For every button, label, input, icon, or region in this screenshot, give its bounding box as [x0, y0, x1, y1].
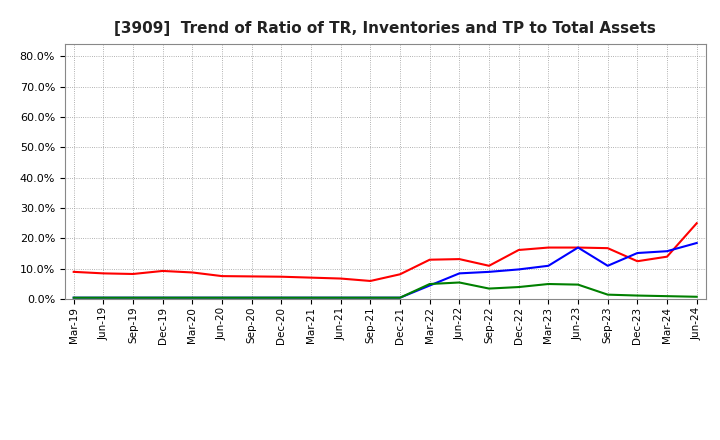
Trade Receivables: [158, 268, 167, 274]
Trade Receivables: [217, 274, 226, 279]
Trade Payables: [277, 295, 286, 301]
Inventories: [217, 295, 226, 301]
Trade Receivables: [248, 274, 256, 279]
Trade Payables: [693, 294, 701, 299]
Trade Payables: [662, 293, 671, 299]
Trade Payables: [514, 284, 523, 290]
Inventories: [129, 295, 138, 301]
Inventories: [544, 263, 553, 268]
Trade Payables: [99, 295, 108, 301]
Inventories: [277, 295, 286, 301]
Trade Payables: [188, 295, 197, 301]
Line: Inventories: Inventories: [73, 243, 697, 298]
Trade Receivables: [426, 257, 434, 262]
Trade Receivables: [662, 254, 671, 259]
Trade Payables: [69, 295, 78, 301]
Inventories: [336, 295, 345, 301]
Inventories: [485, 269, 493, 275]
Trade Receivables: [455, 257, 464, 262]
Trade Payables: [248, 295, 256, 301]
Trade Receivables: [603, 246, 612, 251]
Trade Receivables: [307, 275, 315, 280]
Inventories: [693, 240, 701, 246]
Trade Receivables: [336, 276, 345, 281]
Trade Receivables: [396, 271, 405, 277]
Inventories: [396, 295, 405, 301]
Trade Payables: [574, 282, 582, 287]
Inventories: [455, 271, 464, 276]
Trade Payables: [455, 280, 464, 285]
Inventories: [99, 295, 108, 301]
Inventories: [574, 245, 582, 250]
Trade Receivables: [129, 271, 138, 277]
Trade Payables: [366, 295, 374, 301]
Line: Trade Payables: Trade Payables: [73, 282, 697, 298]
Trade Receivables: [485, 263, 493, 268]
Trade Payables: [426, 281, 434, 286]
Trade Payables: [485, 286, 493, 291]
Trade Receivables: [69, 269, 78, 275]
Trade Receivables: [188, 270, 197, 275]
Inventories: [603, 263, 612, 268]
Inventories: [188, 295, 197, 301]
Inventories: [633, 250, 642, 256]
Trade Receivables: [544, 245, 553, 250]
Trade Receivables: [574, 245, 582, 250]
Trade Payables: [396, 295, 405, 301]
Inventories: [514, 267, 523, 272]
Trade Payables: [603, 292, 612, 297]
Trade Payables: [217, 295, 226, 301]
Trade Receivables: [277, 274, 286, 279]
Trade Payables: [336, 295, 345, 301]
Inventories: [366, 295, 374, 301]
Trade Payables: [307, 295, 315, 301]
Inventories: [248, 295, 256, 301]
Inventories: [69, 295, 78, 301]
Trade Receivables: [693, 220, 701, 226]
Inventories: [307, 295, 315, 301]
Inventories: [426, 283, 434, 288]
Title: [3909]  Trend of Ratio of TR, Inventories and TP to Total Assets: [3909] Trend of Ratio of TR, Inventories…: [114, 21, 656, 36]
Trade Payables: [129, 295, 138, 301]
Trade Receivables: [99, 271, 108, 276]
Trade Receivables: [514, 247, 523, 253]
Trade Receivables: [366, 279, 374, 284]
Inventories: [662, 249, 671, 254]
Line: Trade Receivables: Trade Receivables: [73, 223, 697, 281]
Inventories: [158, 295, 167, 301]
Trade Payables: [158, 295, 167, 301]
Trade Payables: [544, 281, 553, 286]
Trade Payables: [633, 293, 642, 298]
Trade Receivables: [633, 259, 642, 264]
